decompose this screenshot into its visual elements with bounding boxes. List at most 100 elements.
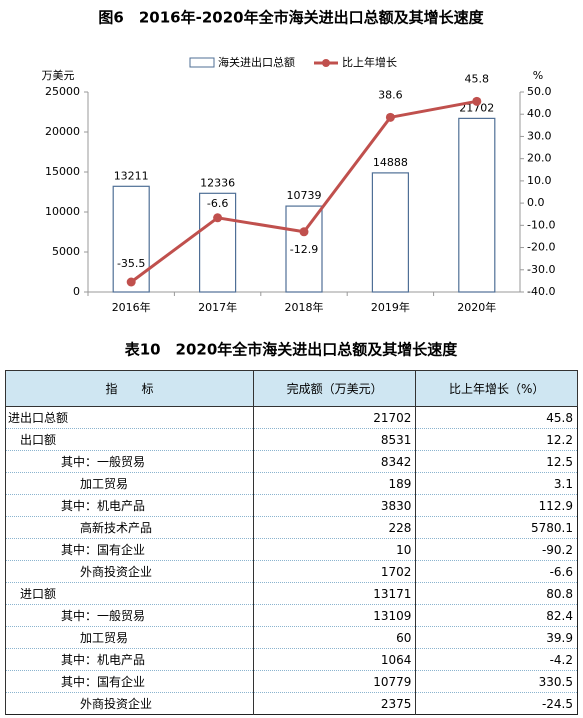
value-cell: 80.8 <box>415 582 578 605</box>
label-cell: 外商投资企业 <box>5 692 254 715</box>
bar-value-label: 12336 <box>200 176 235 189</box>
value-cell: 60 <box>252 626 416 649</box>
y-axis-label: 万美元 <box>42 69 75 82</box>
line-marker <box>299 227 309 237</box>
label-cell: 进口额 <box>5 582 254 605</box>
y-tick-label: 0 <box>73 285 80 298</box>
y-tick-label: 10000 <box>45 205 80 218</box>
label-cell: 高新技术产品 <box>5 516 254 539</box>
bar-value-label: 21702 <box>459 101 494 114</box>
table-row: 其中：国有企业 10779 330.5 <box>5 670 578 693</box>
value-cell: 12.2 <box>415 428 578 451</box>
bar <box>371 172 409 293</box>
y2-tick-label: 40.0 <box>527 107 552 120</box>
value-cell: -24.5 <box>415 692 578 715</box>
label-cell: 其中：机电产品 <box>5 648 254 671</box>
y2-tick-label: 30.0 <box>527 129 552 142</box>
legend-label: 海关进出口总额 <box>218 55 295 69</box>
y2-axis-label: % <box>533 69 543 82</box>
x-tick-label: 2017年 <box>198 300 237 314</box>
label-cell: 外商投资企业 <box>5 560 254 583</box>
bar <box>458 117 496 293</box>
bar-value-label: 10739 <box>287 189 322 202</box>
x-tick-label: 2019年 <box>371 300 410 314</box>
value-cell: 12.5 <box>415 450 578 473</box>
y2-tick-label: -20.0 <box>527 241 555 254</box>
label-cell: 其中：机电产品 <box>5 494 254 517</box>
y-tick-label: 15000 <box>45 165 80 178</box>
label-cell: 其中：一般贸易 <box>5 604 254 627</box>
value-cell: 10 <box>252 538 416 561</box>
value-cell: 21702 <box>252 406 416 429</box>
y2-tick-label: 50.0 <box>527 85 552 98</box>
y-tick-label: 5000 <box>52 245 80 258</box>
table-row: 其中：一般贸易 13109 82.4 <box>5 604 578 627</box>
table-row: 其中：机电产品 3830 112.9 <box>5 494 578 517</box>
table-row: 外商投资企业 2375 -24.5 <box>5 692 578 715</box>
table-row: 高新技术产品 228 5780.1 <box>5 516 578 539</box>
y2-tick-label: -10.0 <box>527 218 555 231</box>
x-tick-label: 2016年 <box>112 300 151 314</box>
line-value-label: -6.6 <box>207 197 228 210</box>
value-cell: 3.1 <box>415 472 578 495</box>
value-cell: 8342 <box>252 450 416 473</box>
label-cell: 加工贸易 <box>5 472 254 495</box>
header-row: 指 标完成额（万美元） 比上年增长（%） <box>5 370 578 407</box>
value-cell: 10779 <box>252 670 416 693</box>
value-cell: 8531 <box>252 428 416 451</box>
value-cell: 5780.1 <box>415 516 578 539</box>
value-cell: 39.9 <box>415 626 578 649</box>
value-cell: 112.9 <box>415 494 578 517</box>
value-cell: -6.6 <box>415 560 578 583</box>
label-cell: 出口额 <box>5 428 254 451</box>
bar <box>112 185 150 293</box>
legend-marker <box>322 59 330 67</box>
y2-tick-label: 20.0 <box>527 152 552 165</box>
table-title: 表10 2020年全市海关进出口总额及其增长速度 <box>125 341 459 359</box>
line-marker <box>126 277 136 287</box>
table-row: 加工贸易 189 3.1 <box>5 472 578 495</box>
label-cell: 其中：一般贸易 <box>5 450 254 473</box>
line-value-label: 45.8 <box>465 72 490 85</box>
line-marker <box>385 112 395 122</box>
header-cell: 比上年增长（%） <box>415 370 578 407</box>
line-value-label: -12.9 <box>290 243 318 256</box>
value-cell: -4.2 <box>415 648 578 671</box>
bar-value-label: 13211 <box>114 169 149 182</box>
header-cell: 指 标 <box>5 370 254 407</box>
value-cell: 13109 <box>252 604 416 627</box>
label-cell: 其中：国有企业 <box>5 538 254 561</box>
table-row: 进口额 13171 80.8 <box>5 582 578 605</box>
value-cell: -90.2 <box>415 538 578 561</box>
y2-tick-label: -40.0 <box>527 285 555 298</box>
y2-tick-label: 10.0 <box>527 174 552 187</box>
value-cell: 45.8 <box>415 406 578 429</box>
value-cell: 13171 <box>252 582 416 605</box>
label-cell: 进出口总额 <box>5 406 254 429</box>
bar <box>199 192 237 293</box>
label-cell: 其中：国有企业 <box>5 670 254 693</box>
value-cell: 1064 <box>252 648 416 671</box>
value-cell: 189 <box>252 472 416 495</box>
line-value-label: -35.5 <box>117 257 145 270</box>
bar-value-label: 14888 <box>373 156 408 169</box>
line-marker <box>213 213 223 223</box>
line-value-label: 38.6 <box>378 88 403 101</box>
chart-title: 图6 2016年-2020年全市海关进出口总额及其增长速度 <box>98 9 484 27</box>
x-tick-label: 2020年 <box>457 300 496 314</box>
y-tick-label: 25000 <box>45 85 80 98</box>
header-cell: 完成额（万美元） <box>252 370 417 407</box>
table-row: 外商投资企业 1702 -6.6 <box>5 560 578 583</box>
table-row: 进出口总额 21702 45.8 <box>5 406 578 429</box>
y-tick-label: 20000 <box>45 125 80 138</box>
label-cell: 加工贸易 <box>5 626 254 649</box>
line-marker <box>472 96 482 106</box>
table-row: 其中：国有企业 10 -90.2 <box>5 538 578 561</box>
legend-swatch <box>189 57 215 68</box>
value-cell: 2375 <box>252 692 416 715</box>
bar <box>285 205 323 293</box>
y2-tick-label: -30.0 <box>527 263 555 276</box>
